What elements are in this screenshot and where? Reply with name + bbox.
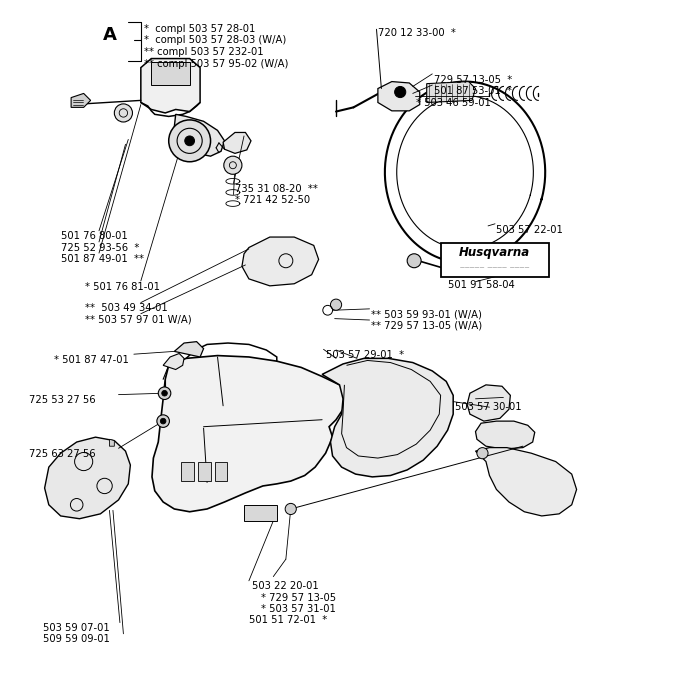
Text: * 501 87 47-01: * 501 87 47-01 (54, 355, 129, 365)
Text: * 721 42 52-50: * 721 42 52-50 (235, 195, 310, 205)
Text: *  compl 503 57 28-03 (W/A): * compl 503 57 28-03 (W/A) (144, 35, 286, 45)
Circle shape (395, 87, 406, 97)
Polygon shape (163, 354, 184, 370)
Circle shape (114, 104, 132, 122)
Text: 725 52 93-56  *: 725 52 93-56 * (61, 243, 139, 253)
Polygon shape (45, 438, 130, 519)
Polygon shape (242, 237, 318, 286)
Polygon shape (152, 356, 346, 512)
Circle shape (285, 503, 296, 514)
Text: 725 53 27 56: 725 53 27 56 (29, 395, 96, 405)
Text: * 501 76 81-01: * 501 76 81-01 (85, 281, 160, 292)
Bar (181, 461, 194, 481)
Text: * 503 46 59-01: * 503 46 59-01 (416, 97, 491, 108)
Text: ** compl 503 57 232-01: ** compl 503 57 232-01 (144, 47, 264, 57)
Text: ** compl 503 57 95-02 (W/A): ** compl 503 57 95-02 (W/A) (144, 59, 288, 69)
Text: ** 503 59 93-01 (W/A): ** 503 59 93-01 (W/A) (371, 309, 482, 320)
Circle shape (157, 415, 169, 428)
Bar (244, 505, 277, 521)
Circle shape (169, 120, 211, 162)
Text: A: A (102, 26, 116, 44)
Text: 501 87 49-01  **: 501 87 49-01 ** (61, 254, 144, 264)
Polygon shape (174, 342, 204, 357)
Text: 509 59 09-01: 509 59 09-01 (43, 634, 110, 645)
Polygon shape (467, 385, 510, 421)
Text: *  compl 503 57 28-01: * compl 503 57 28-01 (144, 24, 256, 34)
Polygon shape (109, 439, 114, 446)
Text: Husqvarna: Husqvarna (459, 246, 530, 259)
Polygon shape (322, 358, 453, 477)
Circle shape (160, 419, 166, 424)
Bar (215, 461, 228, 481)
Polygon shape (71, 93, 90, 107)
Circle shape (224, 156, 242, 174)
Polygon shape (151, 62, 190, 85)
Text: 720 12 33-00  *: 720 12 33-00 * (378, 28, 456, 38)
Circle shape (407, 254, 421, 267)
Text: 501 51 72-01  *: 501 51 72-01 * (249, 615, 327, 625)
Circle shape (330, 299, 342, 310)
Text: **  503 49 34-01: ** 503 49 34-01 (85, 303, 168, 314)
Text: 503 57 30-01: 503 57 30-01 (454, 402, 522, 412)
Text: 503 57 22-01: 503 57 22-01 (496, 225, 564, 235)
Text: ** 729 57 13-05 (W/A): ** 729 57 13-05 (W/A) (371, 321, 482, 330)
Bar (198, 461, 211, 481)
Text: 729 57 13-05  *: 729 57 13-05 * (434, 75, 512, 85)
Polygon shape (427, 82, 475, 102)
Circle shape (158, 387, 171, 400)
Text: * 729 57 13-05: * 729 57 13-05 (261, 593, 336, 603)
Text: 735 31 08-20  **: 735 31 08-20 ** (235, 184, 318, 194)
Text: * 503 57 31-01: * 503 57 31-01 (261, 604, 335, 614)
Text: 503 22 20-01: 503 22 20-01 (253, 582, 319, 591)
Text: ** 503 57 97 01 W/A): ** 503 57 97 01 W/A) (85, 314, 192, 324)
Text: 725 63 27 56: 725 63 27 56 (29, 449, 96, 459)
Circle shape (185, 136, 195, 146)
Bar (440, 244, 549, 276)
Polygon shape (475, 421, 535, 449)
Polygon shape (223, 132, 251, 153)
Text: 503 59 07-01: 503 59 07-01 (43, 623, 110, 634)
Polygon shape (141, 59, 200, 113)
Polygon shape (378, 82, 420, 111)
Text: 501 76 80-01: 501 76 80-01 (61, 232, 127, 242)
Circle shape (162, 391, 167, 396)
Text: —————  ————  ————: ————— ———— ———— (460, 265, 529, 270)
Text: 501 87 53-01  *: 501 87 53-01 * (434, 86, 512, 96)
Text: 503 57 29-01  *: 503 57 29-01 * (326, 350, 404, 360)
Polygon shape (174, 114, 225, 156)
Polygon shape (475, 447, 577, 516)
Circle shape (477, 447, 488, 458)
Text: 501 91 58-04: 501 91 58-04 (447, 280, 514, 290)
